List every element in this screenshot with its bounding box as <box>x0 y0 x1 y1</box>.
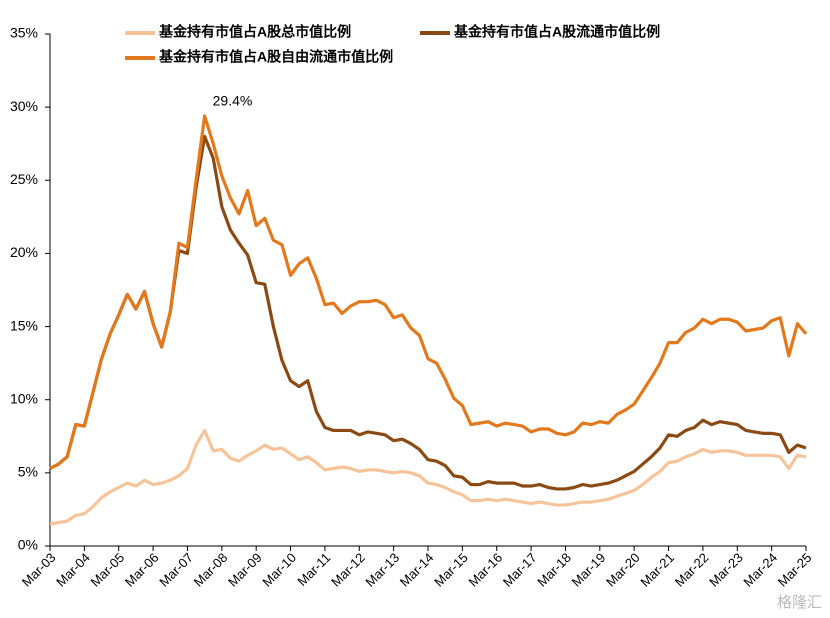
x-tick-label: Mar-14 <box>397 550 437 590</box>
y-tick-label: 0% <box>18 537 38 553</box>
x-tick-label: Mar-20 <box>603 550 643 590</box>
x-tick-label: Mar-18 <box>534 550 574 590</box>
y-tick-label: 30% <box>10 98 38 114</box>
x-tick-label: Mar-07 <box>156 550 196 590</box>
x-tick-label: Mar-25 <box>775 550 815 590</box>
x-tick-label: Mar-10 <box>259 550 299 590</box>
x-tick-label: Mar-09 <box>225 550 265 590</box>
watermark: 格隆汇 <box>777 594 822 611</box>
series-line <box>49 428 807 526</box>
x-tick-label: Mar-06 <box>122 550 162 590</box>
legend-label: 基金持有市值占A股总市值比例 <box>159 24 351 40</box>
y-tick-label: 5% <box>18 464 38 480</box>
x-tick-label: Mar-05 <box>88 550 128 590</box>
legend-label: 基金持有市值占A股流通市值比例 <box>454 24 660 40</box>
x-tick-label: Mar-04 <box>53 550 93 590</box>
x-tick-label: Mar-17 <box>500 550 540 590</box>
x-tick-label: Mar-13 <box>362 550 402 590</box>
x-tick-label: Mar-08 <box>191 550 231 590</box>
y-tick-label: 10% <box>10 390 38 406</box>
x-tick-label: Mar-12 <box>328 550 368 590</box>
x-tick-label: Mar-03 <box>19 550 59 590</box>
x-tick-label: Mar-22 <box>672 550 712 590</box>
y-tick-label: 20% <box>10 244 38 260</box>
legend-label: 基金持有市值占A股自由流通市值比例 <box>159 49 393 65</box>
x-tick-label: Mar-23 <box>706 550 746 590</box>
annotation: 29.4% <box>213 93 253 109</box>
legend: 基金持有市值占A股总市值比例 基金持有市值占A股流通市值比例基金持有市值占A股自由… <box>125 24 660 65</box>
x-tick-label: Mar-24 <box>740 550 780 590</box>
y-tick-label: 15% <box>10 317 38 333</box>
y-tick-label: 25% <box>10 171 38 187</box>
x-tick-label: Mar-15 <box>431 550 471 590</box>
x-tick-label: Mar-16 <box>466 550 506 590</box>
x-tick-label: Mar-11 <box>294 550 333 589</box>
series-line <box>49 114 808 470</box>
y-tick-label: 35% <box>10 25 38 41</box>
x-tick-label: Mar-21 <box>637 550 677 590</box>
series-line <box>49 134 807 491</box>
x-tick-label: Mar-19 <box>569 550 609 590</box>
